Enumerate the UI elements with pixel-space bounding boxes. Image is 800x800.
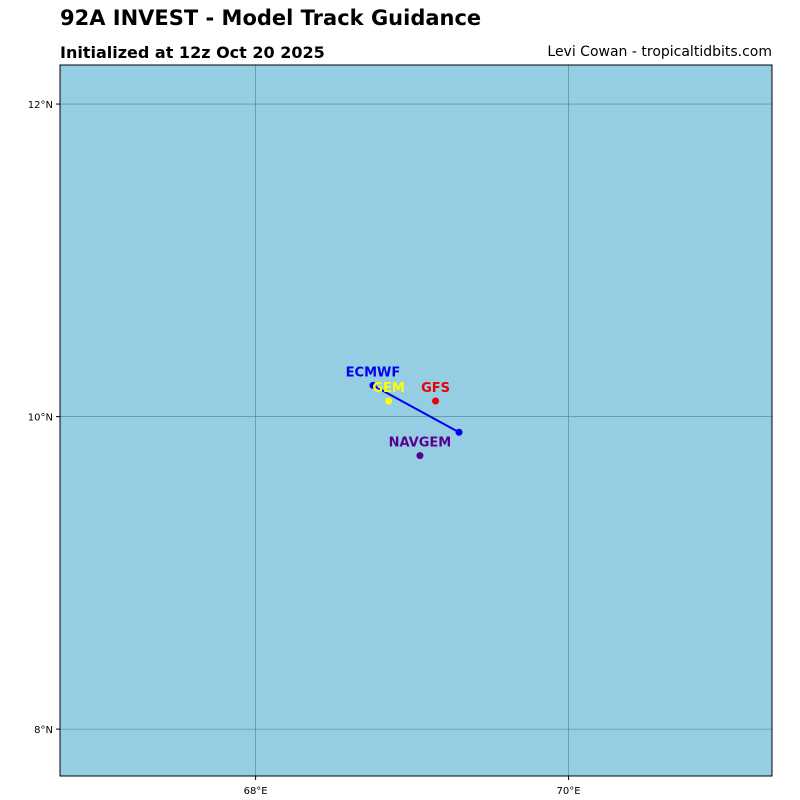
init-time-subtitle: Initialized at 12z Oct 20 2025 — [60, 43, 325, 62]
graticule — [60, 65, 772, 776]
latitude-tick-label: 10°N — [28, 413, 53, 424]
model-navgem — [416, 452, 424, 460]
model-label: GFS — [421, 381, 450, 396]
model-label: ECMWF — [346, 365, 401, 380]
track-line — [372, 384, 460, 434]
track-point — [432, 397, 440, 405]
model-gfs — [432, 397, 440, 405]
model-label: NAVGEM — [389, 436, 452, 451]
map-frame — [59, 64, 773, 777]
ocean-background — [60, 65, 772, 776]
longitude-tick-label: 70°E — [557, 786, 581, 797]
latitude-tick-label: 8°N — [34, 725, 53, 736]
track-point — [369, 381, 377, 389]
chart-title: 92A INVEST - Model Track Guidance — [60, 6, 482, 30]
track-point — [385, 397, 393, 405]
latitude-tick-label: 12°N — [28, 100, 53, 111]
track-point — [416, 452, 424, 460]
credit-text: Levi Cowan - tropicaltidbits.com — [547, 44, 772, 60]
axis-ticks: 12°N 10°N 8°N 68°E 70°E — [28, 100, 581, 797]
longitude-tick-label: 68°E — [244, 786, 268, 797]
model-label: GEM — [372, 381, 405, 396]
model-gem — [385, 397, 393, 405]
track-point — [455, 428, 463, 436]
model-ecmwf — [369, 381, 463, 436]
